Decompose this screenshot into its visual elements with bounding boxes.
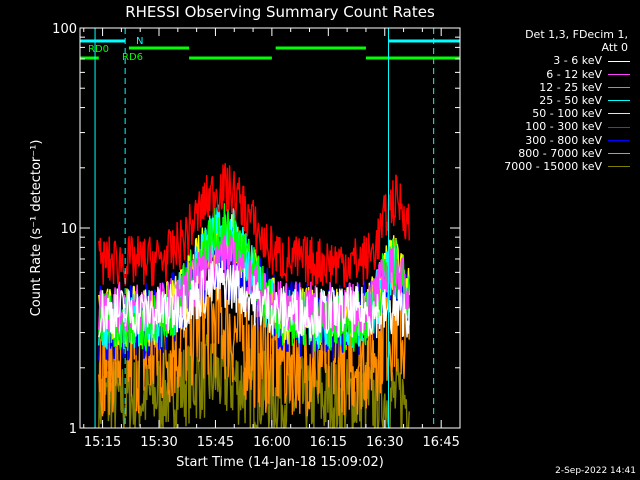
y-axis-label: Count Rate (s⁻¹ detector⁻¹) bbox=[29, 140, 44, 317]
y-tick-label: 1 bbox=[69, 422, 77, 437]
x-tick-label: 16:15 bbox=[310, 435, 347, 450]
x-tick-label: 16:00 bbox=[253, 435, 290, 450]
legend-entry-label: 300 - 800 keV bbox=[525, 133, 602, 147]
x-tick-label: 16:30 bbox=[366, 435, 403, 450]
legend-swatch bbox=[608, 166, 630, 168]
legend-entry-label: 6 - 12 keV bbox=[546, 67, 602, 81]
legend-entry-label: 3 - 6 keV bbox=[553, 54, 602, 68]
x-tick-label: 15:30 bbox=[140, 435, 177, 450]
legend-swatch bbox=[608, 86, 630, 88]
legend-header-line-2: Att 0 bbox=[601, 41, 628, 55]
legend-swatch bbox=[608, 139, 630, 141]
legend-swatch bbox=[608, 60, 630, 62]
legend-swatch bbox=[608, 100, 630, 102]
legend-entry: 300 - 800 keV bbox=[478, 134, 630, 147]
legend-entry: 50 - 100 keV bbox=[478, 107, 630, 120]
series-layer bbox=[98, 163, 410, 429]
y-tick-label: 100 bbox=[52, 22, 77, 37]
legend-swatch bbox=[608, 126, 630, 128]
series-line bbox=[98, 260, 410, 339]
legend-entry: 100 - 300 keV bbox=[478, 120, 630, 133]
x-tick-label: 15:15 bbox=[84, 435, 121, 450]
legend-entry-label: 100 - 300 keV bbox=[525, 120, 602, 134]
legend-swatch bbox=[608, 152, 630, 154]
legend-swatch bbox=[608, 73, 630, 75]
flag-layer: RD0 RD6 N bbox=[80, 36, 460, 63]
legend-swatch bbox=[608, 113, 630, 115]
x-tick-label: 15:45 bbox=[197, 435, 234, 450]
legend-entry-label: 25 - 50 keV bbox=[539, 94, 602, 108]
chart-title: RHESSI Observing Summary Count Rates bbox=[125, 3, 435, 21]
legend-entry: 6 - 12 keV bbox=[478, 68, 630, 81]
x-axis-label: Start Time (14-Jan-18 15:09:02) bbox=[176, 455, 384, 470]
flag-label-rd6: RD6 bbox=[122, 52, 143, 63]
legend-entry-label: 7000 - 15000 keV bbox=[504, 160, 602, 174]
x-tick-label: 16:45 bbox=[422, 435, 459, 450]
marker-layer bbox=[94, 28, 435, 428]
legend-entry-label: 800 - 7000 keV bbox=[518, 146, 602, 160]
series-line bbox=[98, 163, 410, 288]
date-stamp: 2-Sep-2022 14:41 bbox=[555, 466, 636, 476]
legend-entry: 7000 - 15000 keV bbox=[478, 160, 630, 173]
flag-label-n: N bbox=[136, 36, 143, 47]
legend-rows: 3 - 6 keV 6 - 12 keV 12 - 25 keV 25 - 50 ke… bbox=[478, 54, 630, 173]
legend-entry-label: 50 - 100 keV bbox=[532, 107, 602, 121]
legend-header-line-1: Det 1,3, FDecim 1, bbox=[525, 28, 628, 41]
y-tick-label: 10 bbox=[60, 222, 77, 237]
legend: Det 1,3, FDecim 1, Att 0 3 - 6 keV 6 - 12… bbox=[478, 28, 630, 173]
legend-entry: 800 - 7000 keV bbox=[478, 147, 630, 160]
legend-entry: 25 - 50 keV bbox=[478, 94, 630, 107]
legend-entry: 3 - 6 keV bbox=[478, 54, 630, 67]
legend-entry: 12 - 25 keV bbox=[478, 81, 630, 94]
series-line bbox=[98, 234, 410, 333]
flag-label-rd0: RD0 bbox=[88, 44, 109, 55]
legend-entry-label: 12 - 25 keV bbox=[539, 80, 602, 94]
axis-layer: 15:15 15:30 15:45 16:00 16:15 16:30 16:45 1 10 10… bbox=[52, 22, 460, 450]
